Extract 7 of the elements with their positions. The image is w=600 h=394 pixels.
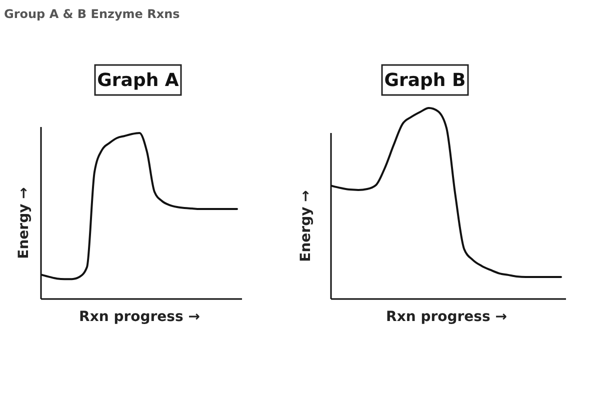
chart-title: Graph A [97, 70, 179, 91]
chart-title: Graph B [384, 70, 466, 91]
text: Group A & B Enzyme Rxns [4, 7, 180, 21]
x-axis-title: Rxn progress → [79, 309, 200, 325]
y-axis-title: Energy → [16, 186, 32, 259]
y-axis-title: Energy → [298, 190, 314, 262]
x-axis-title: Rxn progress → [386, 309, 508, 325]
